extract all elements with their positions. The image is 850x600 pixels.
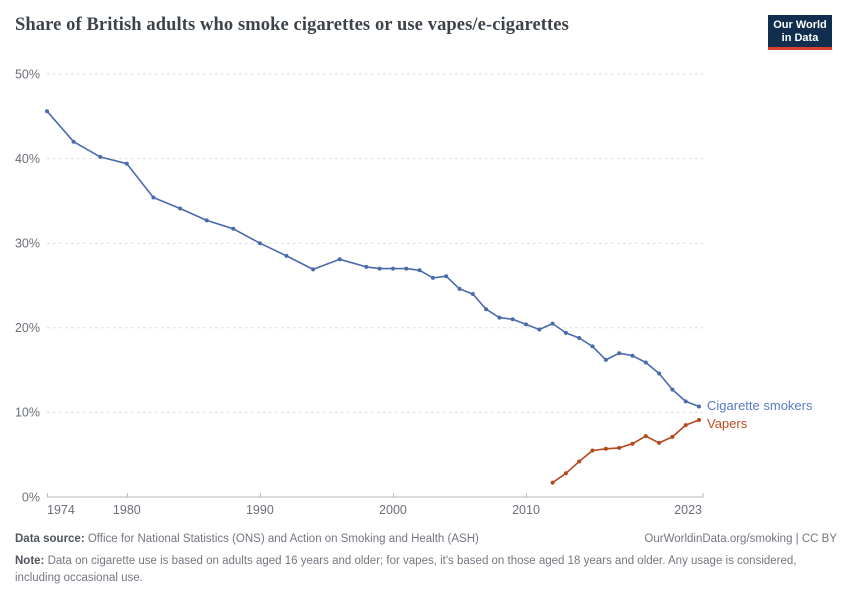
cigarette-smokers-point-1980 <box>124 161 129 166</box>
chart-footer: Data source: Office for National Statist… <box>15 531 837 586</box>
y-axis-label-50: 50% <box>15 67 40 81</box>
cigarette-smokers-point-2011 <box>537 327 542 332</box>
cigarette-smokers-point-2023 <box>697 404 701 409</box>
cigarette-smokers-line <box>46 110 700 408</box>
cigarette-smokers-point-1982 <box>151 195 156 200</box>
cigarette-smokers-point-2008 <box>497 315 502 320</box>
series-label-cigarette-smokers: Cigarette smokers <box>707 398 813 413</box>
cigarette-smokers-point-2005 <box>457 286 462 291</box>
cigarette-smokers-point-1986 <box>204 218 209 223</box>
x-axis-label-1990: 1990 <box>246 503 274 517</box>
x-axis-label-1974: 1974 <box>47 503 75 517</box>
cigarette-smokers-point-2001 <box>404 266 409 271</box>
vapers-point-2015 <box>590 448 595 453</box>
cigarette-smokers-point-2000 <box>391 266 395 271</box>
y-axis-label-20: 20% <box>15 321 40 335</box>
x-axis-label-2023: 2023 <box>674 503 702 517</box>
cigarette-smokers-point-2019 <box>643 360 648 365</box>
cigarette-smokers-point-1998 <box>364 264 369 269</box>
vapers-point-2017 <box>617 445 622 450</box>
cigarette-smokers-point-2003 <box>430 275 435 280</box>
attribution-text: OurWorldinData.org/smoking | CC BY <box>644 533 837 545</box>
cigarette-smokers-point-1978 <box>98 154 103 159</box>
vapers-point-2023 <box>697 418 701 422</box>
cigarette-smokers-point-2010 <box>524 322 528 327</box>
cigarette-smokers-point-1984 <box>178 206 183 211</box>
note-text: Data on cigarette use is based on adults… <box>15 555 797 584</box>
cigarette-smokers-point-2009 <box>510 317 515 322</box>
cigarette-smokers-point-1996 <box>337 257 342 262</box>
cigarette-smokers-point-2006 <box>470 292 475 296</box>
x-axis-label-2000: 2000 <box>379 503 407 517</box>
vapers-point-2020 <box>657 440 662 445</box>
cigarette-smokers-point-2013 <box>563 330 568 335</box>
note-line: Note: Data on cigarette use is based on … <box>15 553 837 586</box>
note-label: Note: <box>15 555 45 568</box>
y-axis-label-0: 0% <box>22 490 40 504</box>
datasource-label: Data source: <box>15 533 85 545</box>
cigarette-smokers-point-2002 <box>417 268 422 273</box>
cigarette-smokers-point-2015 <box>590 344 595 349</box>
cigarette-smokers-point-2021 <box>670 387 675 392</box>
vapers-point-2018 <box>630 441 635 446</box>
vapers-point-2014 <box>577 459 582 464</box>
series-label-vapers: Vapers <box>707 416 748 431</box>
owid-logo-line2: in Data <box>781 31 819 44</box>
owid-logo-line1: Our World <box>773 19 827 31</box>
vapers-point-2013 <box>563 471 568 476</box>
x-axis-label-2010: 2010 <box>512 503 540 517</box>
cigarette-smokers-point-1988 <box>231 226 236 231</box>
vapers-point-2012 <box>550 480 555 485</box>
cigarette-smokers-point-2016 <box>603 357 608 362</box>
cigarette-smokers-point-1999 <box>377 266 382 271</box>
cigarette-smokers-point-2020 <box>657 371 662 376</box>
vapers-point-2022 <box>683 423 688 428</box>
datasource-line: Data source: Office for National Statist… <box>15 531 479 547</box>
cigarette-smokers-point-2012 <box>550 321 555 326</box>
cigarette-smokers-point-2004 <box>444 274 449 279</box>
cigarette-smokers-point-2018 <box>630 353 635 358</box>
cigarette-smokers-point-2017 <box>617 351 622 356</box>
x-axis-label-1980: 1980 <box>113 503 141 517</box>
cigarette-smokers-point-2022 <box>683 399 688 404</box>
cigarette-smokers-point-1992 <box>284 253 289 258</box>
y-axis-label-10: 10% <box>15 406 40 420</box>
cigarette-smokers-point-1994 <box>311 267 316 272</box>
cigarette-smokers-point-1976 <box>71 139 76 144</box>
datasource-text: Office for National Statistics (ONS) and… <box>84 533 479 545</box>
cigarette-smokers-point-1974 <box>45 109 49 114</box>
y-axis-label-30: 30% <box>15 237 40 251</box>
y-axis-label-40: 40% <box>15 152 40 166</box>
vapers-point-2019 <box>643 434 648 439</box>
cigarette-smokers-point-2007 <box>484 307 489 312</box>
cigarette-smokers-point-1990 <box>257 241 262 246</box>
cigarette-smokers-point-2014 <box>577 336 582 340</box>
chart-title: Share of British adults who smoke cigare… <box>15 15 569 35</box>
owid-logo: Our World in Data <box>768 15 832 50</box>
vapers-point-2021 <box>670 434 675 439</box>
vapers-point-2016 <box>603 446 608 451</box>
vapers-line <box>551 419 700 484</box>
